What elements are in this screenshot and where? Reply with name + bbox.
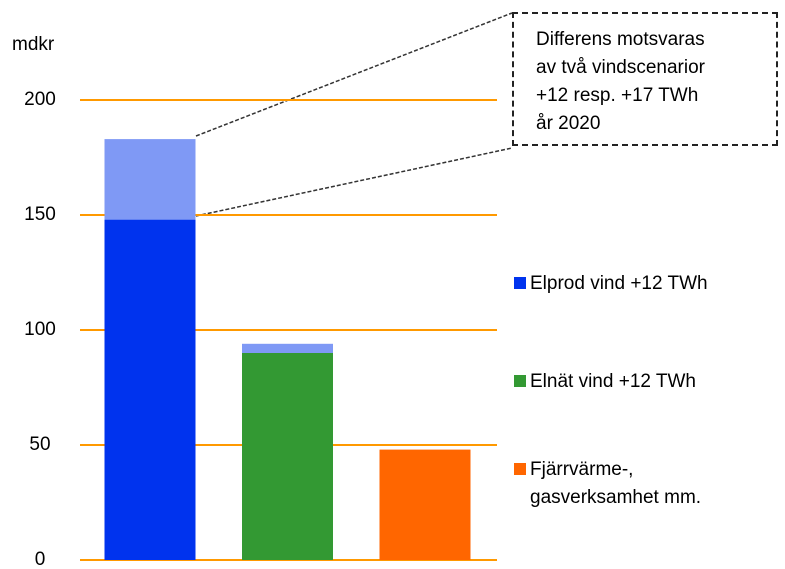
legend-swatch xyxy=(514,375,526,387)
legend-label: Fjärrvärme-, gasverksamhet mm. xyxy=(530,459,702,508)
bar-segment xyxy=(104,139,196,220)
y-tick-label: 100 xyxy=(24,319,56,340)
bar-segment xyxy=(242,353,333,560)
bar-segment xyxy=(104,219,196,560)
callout-line xyxy=(195,147,513,217)
y-tick-label: 200 xyxy=(24,89,56,110)
y-tick-label: 150 xyxy=(24,204,56,225)
legend-label: Elnät vind +12 TWh xyxy=(530,371,696,392)
annotation: Differens motsvaras av två vindscenarior… xyxy=(512,12,778,146)
legend-label: Elprod vind +12 TWh xyxy=(530,273,708,294)
bar-segment xyxy=(242,343,333,353)
y-unit: mdkr xyxy=(12,34,55,55)
legend-swatch xyxy=(514,463,526,475)
y-tick-label: 50 xyxy=(29,434,50,455)
legend-swatch xyxy=(514,277,526,289)
callout-line xyxy=(195,12,513,137)
bar-segment xyxy=(379,449,471,560)
y-tick-label: 0 xyxy=(35,549,46,569)
